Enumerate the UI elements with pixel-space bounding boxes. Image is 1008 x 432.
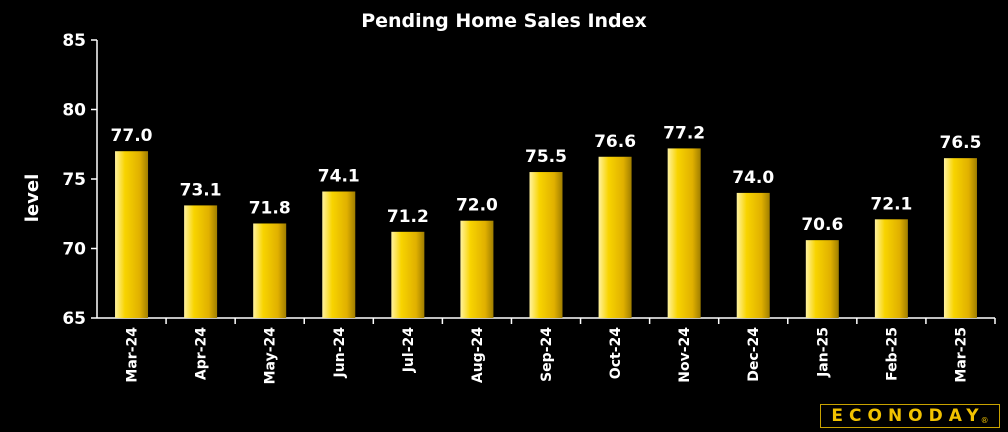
- data-label: 77.0: [111, 126, 153, 146]
- x-tick-label: Jul-24: [401, 327, 417, 374]
- x-tick-label: Nov-24: [677, 327, 693, 383]
- bar: [115, 151, 149, 318]
- y-tick-label: 85: [62, 31, 86, 51]
- x-tick-label: Aug-24: [470, 327, 486, 383]
- bar: [184, 205, 218, 318]
- plot-area: 85 80 75 70 65 77.0 Mar-24 73.1 Apr-24 71.8 May-24…: [62, 31, 996, 385]
- bar: [874, 219, 908, 318]
- data-label: 72.0: [456, 196, 498, 216]
- bar: [943, 158, 977, 318]
- bar: [598, 156, 632, 318]
- y-tick-label: 65: [62, 309, 86, 329]
- data-label: 76.6: [594, 132, 636, 152]
- data-label: 74.1: [318, 167, 360, 187]
- bar: [322, 191, 356, 318]
- x-tick-label: Mar-25: [953, 327, 969, 383]
- bar: [460, 220, 494, 318]
- bar: [736, 192, 770, 318]
- data-label: 72.1: [870, 194, 912, 214]
- bar: [529, 172, 563, 318]
- x-tick-label: Jun-24: [332, 327, 348, 379]
- data-label: 74.0: [732, 168, 774, 188]
- x-tick-label: Dec-24: [746, 327, 762, 382]
- y-axis-label: level: [22, 174, 43, 223]
- x-tick-label: Sep-24: [539, 327, 555, 382]
- data-label: 75.5: [525, 147, 567, 167]
- bar: [805, 240, 839, 318]
- data-label: 77.2: [663, 123, 705, 143]
- x-tick-label: May-24: [263, 327, 279, 385]
- data-label: 73.1: [180, 180, 222, 200]
- x-tick-label: Feb-25: [884, 327, 900, 381]
- y-tick-label: 75: [62, 170, 86, 190]
- x-tick-label: Mar-24: [125, 327, 141, 383]
- logo-registered-mark: ®: [980, 415, 989, 425]
- data-label: 71.8: [249, 198, 291, 218]
- x-tick-label: Jan-25: [815, 327, 831, 378]
- logo-text: ECONODAY: [831, 406, 985, 426]
- x-tick-label: Oct-24: [608, 327, 624, 379]
- data-label: 70.6: [801, 215, 843, 235]
- data-label: 71.2: [387, 207, 429, 227]
- econoday-logo: ECONODAY ®: [820, 404, 1000, 428]
- y-tick-label: 70: [62, 240, 86, 260]
- bar: [253, 223, 287, 318]
- chart-title: Pending Home Sales Index: [361, 10, 647, 32]
- bar: [667, 148, 701, 318]
- x-tick-label: Apr-24: [194, 327, 210, 380]
- data-label: 76.5: [939, 133, 981, 153]
- y-tick-label: 80: [62, 101, 86, 121]
- bar: [391, 231, 425, 318]
